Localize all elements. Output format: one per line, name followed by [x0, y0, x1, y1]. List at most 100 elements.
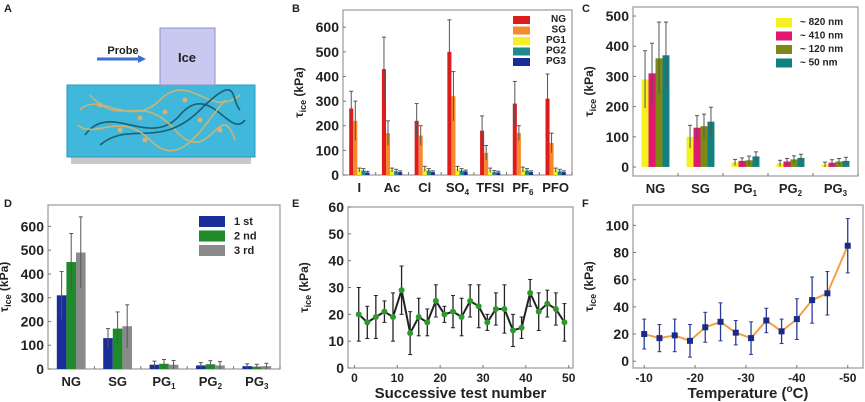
- legend-label: PG3: [546, 56, 566, 67]
- data-point: [424, 319, 431, 326]
- x-tick-label: PG2: [199, 374, 223, 391]
- bar-SG-SO4: [451, 96, 456, 175]
- y-tick-label: 400: [21, 266, 45, 282]
- data-point: [641, 331, 648, 338]
- crosslink-node: [117, 127, 123, 133]
- data-point: [501, 305, 508, 312]
- y-tick-label: 30: [328, 280, 344, 296]
- data-point: [432, 297, 439, 304]
- y-tick-label: 400: [316, 68, 340, 84]
- x-tick-label: PG3: [245, 374, 269, 391]
- y-tick-label: 0: [36, 361, 44, 377]
- data-point: [763, 317, 770, 324]
- bar-SG-Ac: [385, 133, 391, 175]
- legend-swatch: [199, 216, 225, 227]
- data-point: [544, 300, 551, 307]
- data-point: [518, 324, 525, 331]
- bar-NG-Ac: [381, 69, 386, 175]
- x-tick-label: -30: [737, 371, 755, 385]
- x-tick-label: PFO: [542, 180, 569, 195]
- bar-PG1-TFSI: [488, 170, 493, 175]
- ice-label: Ice: [178, 50, 196, 65]
- legend-label: ~ 50 nm: [800, 58, 838, 69]
- legend-label: NG: [551, 14, 566, 25]
- bar-PG2-PF6: [524, 170, 530, 175]
- bar-120nm-SG: [700, 126, 708, 167]
- y-tick-label: 10: [328, 333, 344, 349]
- data-point: [510, 327, 516, 334]
- bar-PG3-Cl: [430, 172, 435, 175]
- bar-PG1-Ac: [390, 170, 395, 175]
- y-tick-label: 20: [328, 306, 344, 322]
- legend-swatch: [776, 31, 792, 41]
- panel-label-E: E: [292, 198, 299, 210]
- bar-50nm-SG: [707, 121, 715, 167]
- schematic: Ice Probe: [66, 27, 256, 164]
- y-tick-label: 500: [316, 44, 340, 60]
- data-point: [441, 311, 448, 318]
- x-tick-label: 20: [433, 371, 447, 385]
- polymer-chain: [84, 103, 246, 136]
- crosslink-node: [162, 109, 168, 115]
- data-point: [535, 308, 542, 315]
- y-tick-label: 80: [613, 245, 629, 261]
- bar-NG-TFSI: [480, 130, 485, 175]
- data-point: [793, 316, 800, 323]
- panel-label-A: A: [4, 3, 12, 15]
- plot-frame: [632, 204, 864, 369]
- data-point: [484, 319, 491, 326]
- bar-410nm-NG: [648, 73, 656, 167]
- legend-swatch: [513, 58, 530, 66]
- crosslink-node: [137, 115, 143, 121]
- x-tick-label: PG1: [734, 181, 758, 198]
- y-tick-label: 100: [316, 142, 340, 158]
- data-point: [415, 314, 422, 321]
- y-tick-label: 0: [621, 353, 629, 369]
- bar-120nm-PG2: [790, 159, 798, 167]
- data-point: [372, 314, 379, 321]
- ice-block: [159, 27, 216, 86]
- legend-label: 2 nd: [234, 231, 257, 243]
- y-tick-label: 100: [606, 129, 630, 145]
- bar-SG-Cl: [418, 135, 423, 175]
- chart-panel-F: 0 20 40 60 80 100 τice (kPa) -10 -20 -30 -40 -50 Tem…: [582, 204, 864, 402]
- legend-label: ~ 820 nm: [800, 17, 843, 28]
- y-tick-label: 50: [328, 226, 344, 242]
- bar-SG-PF6: [516, 133, 521, 175]
- legend-swatch: [199, 245, 225, 256]
- data-point: [686, 337, 693, 344]
- bar-PG3-SO4: [463, 171, 468, 175]
- crosslink-node: [197, 117, 203, 123]
- bar-PG3-PF6: [529, 172, 534, 175]
- bar-SG-TFSI: [484, 152, 489, 175]
- legend-label: 1 st: [234, 216, 253, 228]
- y-tick-label: 300: [21, 290, 45, 306]
- bar-PG3-PFO: [561, 172, 566, 175]
- legend-swatch: [776, 18, 792, 27]
- bar-NG-I: [349, 108, 354, 175]
- y-tick-label: 0: [331, 167, 339, 183]
- data-point: [671, 332, 678, 339]
- bar-120nm-NG: [655, 58, 663, 167]
- y-tick-label: 600: [21, 218, 45, 234]
- chart-panel-C: 0 100 200 300 400 500 τice (kPa) NG SG PG1 PG2 PG3 ~…: [582, 6, 859, 198]
- panel-label-B: B: [292, 3, 300, 15]
- crosslink-node: [182, 97, 188, 103]
- x-tick-label: 50: [562, 371, 576, 385]
- y-tick-label: 40: [328, 253, 344, 269]
- y-tick-label: 500: [21, 242, 45, 258]
- bar-PG1-SO4: [455, 168, 460, 175]
- data-point: [717, 318, 724, 325]
- legend-swatch: [776, 45, 792, 54]
- bar-NG-PF6: [512, 103, 517, 175]
- data-point: [450, 308, 456, 315]
- bar-410nm-PG1: [738, 160, 746, 167]
- data-point: [390, 314, 396, 321]
- y-axis-label: τice (kPa): [297, 262, 313, 313]
- legend-swatch: [513, 47, 530, 56]
- bar-NG-PFO: [545, 98, 550, 175]
- y-tick-label: 0: [336, 360, 344, 376]
- probe-label: Probe: [107, 45, 138, 57]
- legend-label: PG2: [546, 46, 566, 57]
